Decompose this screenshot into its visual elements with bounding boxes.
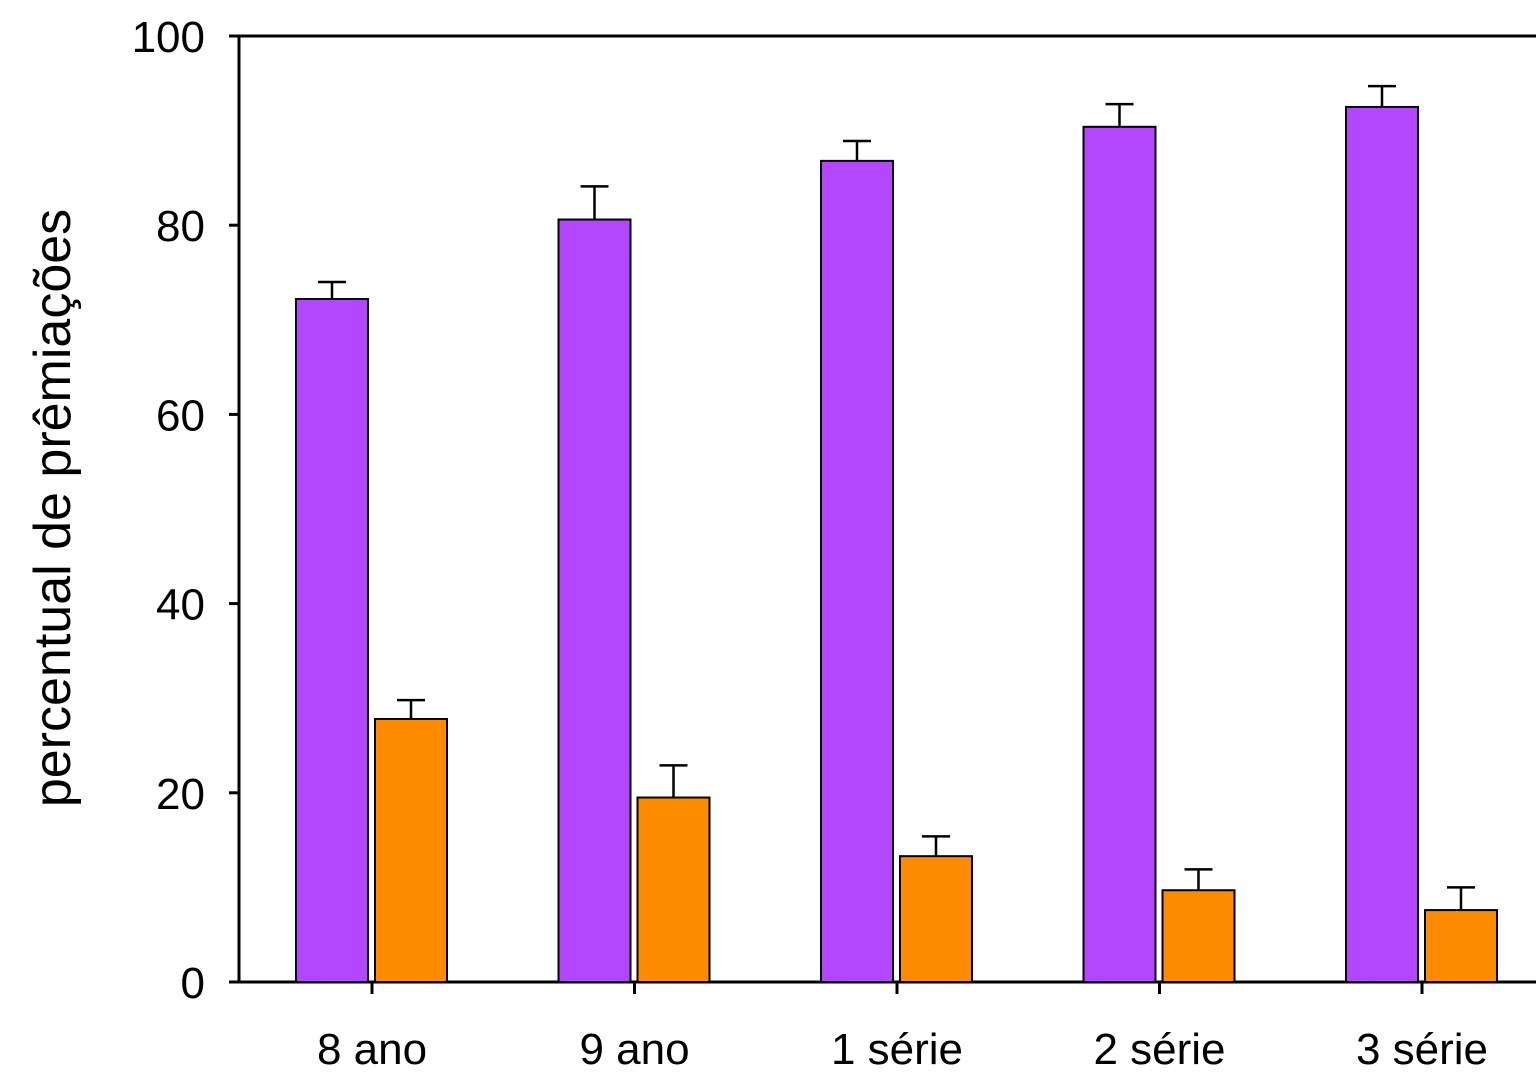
x-tick-label: 1 série bbox=[831, 1025, 963, 1072]
y-tick-label: 20 bbox=[156, 770, 205, 819]
x-tick-label: 8 ano bbox=[317, 1025, 427, 1072]
bar bbox=[1082, 125, 1157, 984]
bar bbox=[1345, 105, 1419, 983]
bar bbox=[636, 796, 711, 984]
bar bbox=[295, 297, 369, 984]
bar bbox=[1424, 909, 1498, 983]
y-tick-label: 60 bbox=[156, 391, 205, 440]
y-tick-label: 100 bbox=[132, 13, 205, 62]
bar bbox=[374, 718, 448, 984]
y-tick-label: 80 bbox=[156, 202, 205, 251]
bar bbox=[557, 218, 632, 984]
bar bbox=[820, 159, 894, 983]
x-tick-label: 2 série bbox=[1093, 1025, 1225, 1072]
y-tick-label: 0 bbox=[181, 959, 205, 1008]
bar bbox=[899, 855, 973, 984]
x-tick-label: 9 ano bbox=[579, 1025, 689, 1072]
x-tick-label: 3 série bbox=[1356, 1025, 1488, 1072]
bars bbox=[295, 84, 1498, 984]
y-tick-label: 40 bbox=[156, 581, 205, 630]
bar bbox=[1161, 889, 1236, 983]
x-ticks: 8 ano 9 ano 1 série 2 série 3 série bbox=[317, 982, 1488, 1072]
y-axis-label: percentual de prêmiações bbox=[24, 209, 82, 807]
y-ticks: 0 20 40 60 80 100 bbox=[132, 13, 239, 1008]
